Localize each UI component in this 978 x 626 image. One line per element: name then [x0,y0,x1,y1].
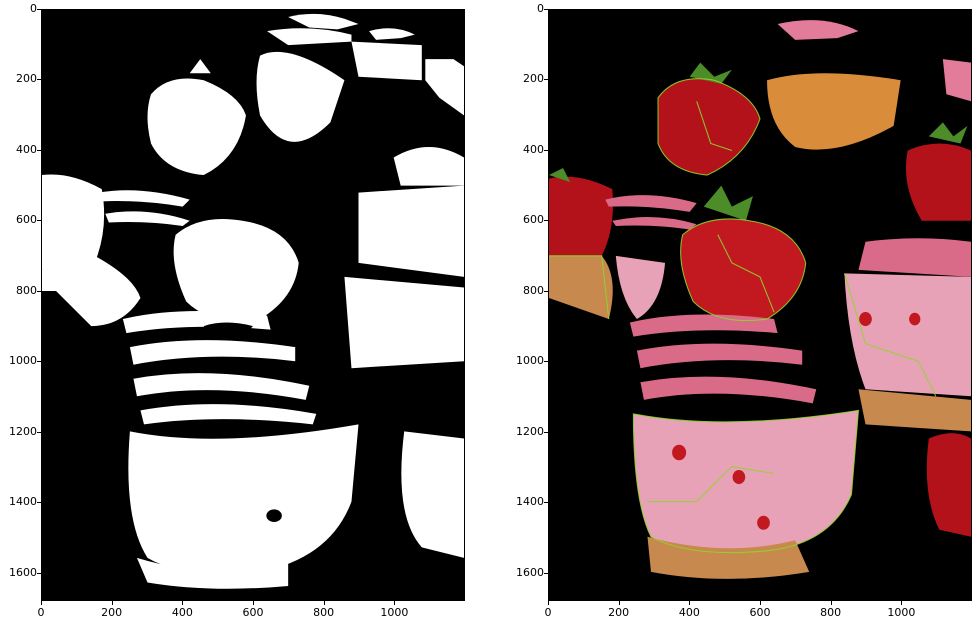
y-tick-label: 1400 [9,495,37,509]
y-tick-label: 600 [523,213,544,227]
x-tick-label: 600 [242,606,264,619]
y-tick-label: 0 [537,2,544,15]
y-tick-mark [37,361,41,363]
y-tick-mark [37,9,41,10]
y-tick-label: 200 [523,72,544,86]
y-tick-mark [37,79,41,81]
x-tick-label: 800 [313,606,335,619]
y-tick-label: 1600 [516,565,544,579]
x-tick-mark [548,601,549,605]
x-tick-label: 0 [37,606,45,619]
binary-mask-image [41,9,465,601]
x-tick-mark [41,601,42,605]
y-tick-label: 1200 [516,424,544,438]
segmented-overlay-image [548,9,972,601]
x-tick-label: 200 [101,606,123,619]
x-tick-label: 600 [749,606,771,619]
x-tick-mark [394,601,396,605]
y-tick-label: 600 [16,213,37,227]
x-tick-label: 400 [678,606,700,619]
binary-mask-svg [42,10,464,600]
y-tick-label: 1600 [9,565,37,579]
y-tick-mark [37,572,41,574]
y-tick-mark [37,431,41,433]
y-tick-mark [37,220,41,222]
x-tick-mark [618,601,620,605]
x-tick-label: 1000 [887,606,916,619]
y-tick-mark [544,290,548,292]
x-tick-label: 0 [544,606,552,619]
segmented-overlay-svg [549,10,971,600]
y-tick-label: 200 [16,72,37,86]
y-tick-label: 400 [523,142,544,156]
y-tick-mark [544,79,548,81]
y-tick-label: 800 [16,283,37,297]
x-tick-label: 400 [171,606,193,619]
x-tick-mark [182,601,184,605]
y-tick-mark [544,502,548,504]
y-tick-mark [37,502,41,504]
y-tick-label: 400 [16,142,37,156]
x-tick-label: 200 [608,606,630,619]
x-tick-mark [760,601,761,605]
y-tick-mark [544,220,548,222]
y-tick-mark [544,572,548,574]
y-tick-mark [544,9,548,10]
y-tick-mark [544,431,548,433]
y-tick-label: 1400 [516,495,544,509]
y-tick-mark [37,149,41,151]
x-tick-mark [830,601,832,605]
y-tick-mark [37,290,41,292]
x-tick-mark [253,601,254,605]
y-tick-mark [544,149,548,151]
y-tick-label: 1000 [516,354,544,368]
x-tick-mark [689,601,691,605]
x-tick-label: 1000 [380,606,409,619]
x-tick-mark [323,601,325,605]
y-tick-label: 0 [30,2,37,15]
x-tick-mark [901,601,903,605]
x-tick-label: 800 [820,606,842,619]
y-tick-mark [544,361,548,363]
y-tick-label: 1200 [9,424,37,438]
y-tick-label: 1000 [9,354,37,368]
y-tick-label: 800 [523,283,544,297]
x-tick-mark [111,601,113,605]
